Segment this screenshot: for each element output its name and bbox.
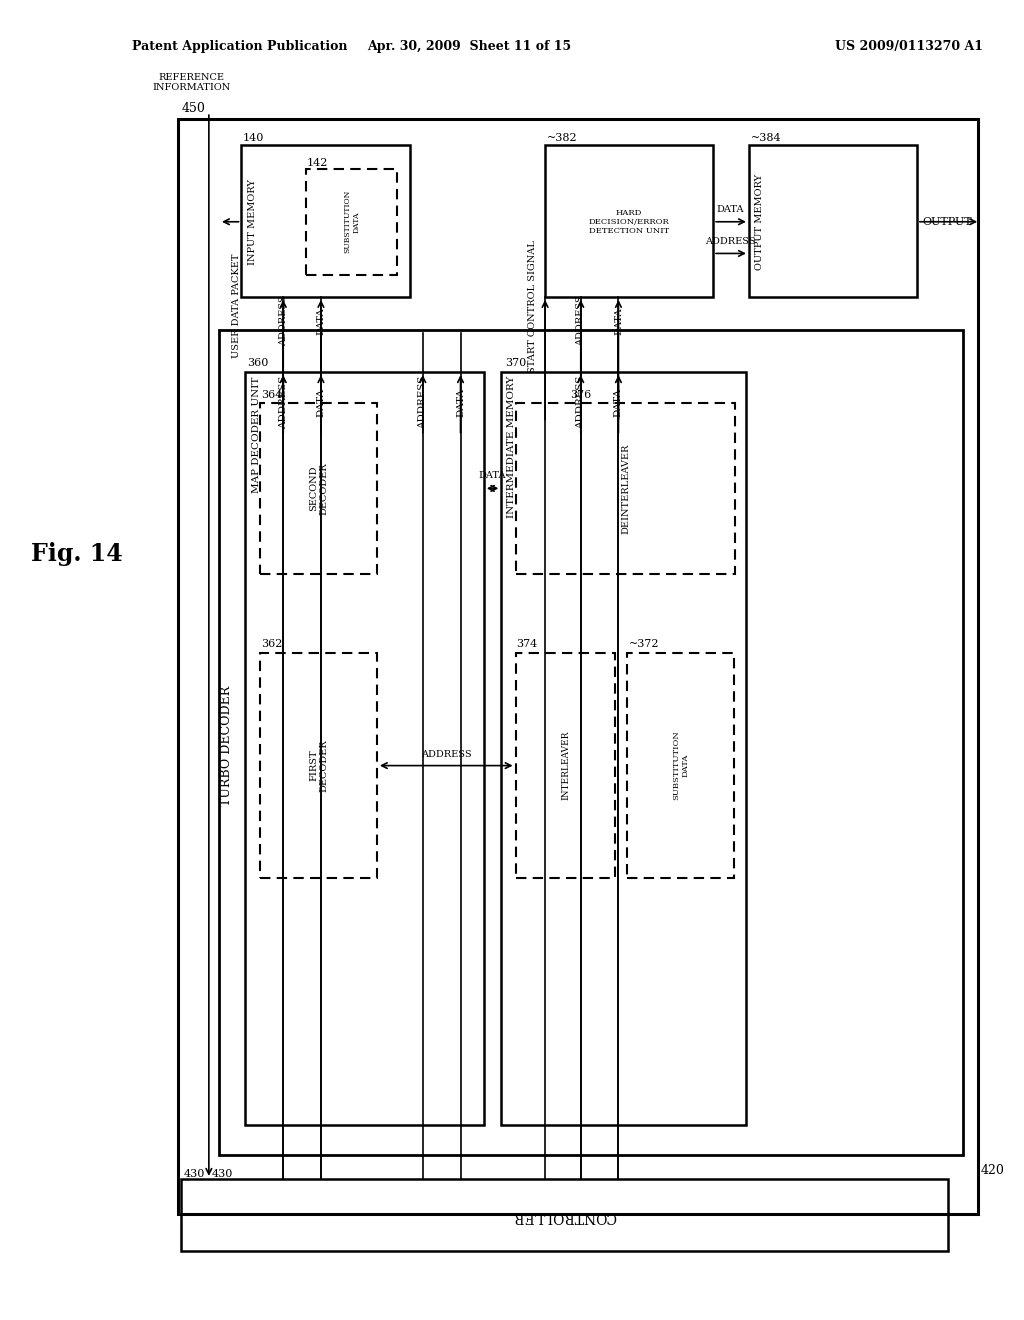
Text: ADDRESS: ADDRESS bbox=[421, 750, 472, 759]
Text: ADDRESS: ADDRESS bbox=[279, 296, 288, 346]
Text: DATA: DATA bbox=[316, 308, 326, 334]
Text: 420: 420 bbox=[980, 1164, 1004, 1177]
Text: 374: 374 bbox=[516, 639, 538, 649]
Bar bbox=[260, 403, 377, 574]
Text: 362: 362 bbox=[261, 639, 283, 649]
Text: ~384: ~384 bbox=[751, 132, 781, 143]
Text: Apr. 30, 2009  Sheet 11 of 15: Apr. 30, 2009 Sheet 11 of 15 bbox=[367, 40, 570, 53]
Text: ADDRESS: ADDRESS bbox=[706, 236, 756, 246]
Text: ~372: ~372 bbox=[629, 639, 659, 649]
Text: US 2009/0113270 A1: US 2009/0113270 A1 bbox=[836, 40, 983, 53]
Text: OUTPUT MEMORY: OUTPUT MEMORY bbox=[755, 174, 764, 269]
Text: DATA: DATA bbox=[316, 388, 326, 417]
Text: HARD
DECISION/ERROR
DETECTION UNIT: HARD DECISION/ERROR DETECTION UNIT bbox=[588, 209, 669, 235]
Text: 360: 360 bbox=[248, 358, 269, 368]
Bar bbox=[749, 145, 916, 297]
Text: 140: 140 bbox=[243, 132, 264, 143]
Bar bbox=[245, 372, 484, 1125]
Text: ~382: ~382 bbox=[547, 132, 578, 143]
Text: DATA: DATA bbox=[614, 308, 623, 334]
Text: DATA: DATA bbox=[614, 388, 623, 417]
Text: REFERENCE
INFORMATION: REFERENCE INFORMATION bbox=[153, 73, 230, 92]
Text: ADDRESS: ADDRESS bbox=[419, 376, 427, 429]
Text: TURBO DECODER: TURBO DECODER bbox=[220, 685, 232, 807]
Bar bbox=[545, 145, 713, 297]
Text: SUBSTITUTION
DATA: SUBSTITUTION DATA bbox=[343, 190, 360, 253]
Text: INTERMEDIATE MEMORY: INTERMEDIATE MEMORY bbox=[507, 376, 516, 519]
Text: ADDRESS: ADDRESS bbox=[577, 296, 586, 346]
Text: 376: 376 bbox=[570, 389, 592, 400]
Bar bbox=[219, 330, 963, 1155]
Text: DEINTERLEAVER: DEINTERLEAVER bbox=[622, 444, 630, 533]
Text: CONTROLLER: CONTROLLER bbox=[512, 1209, 616, 1222]
Text: MAP DECODER UNIT: MAP DECODER UNIT bbox=[252, 376, 261, 492]
Text: FIRST
DECODER: FIRST DECODER bbox=[309, 739, 329, 792]
Text: DATA: DATA bbox=[456, 388, 465, 417]
Text: 450: 450 bbox=[181, 102, 205, 115]
Text: OUTPUT: OUTPUT bbox=[922, 216, 972, 227]
Text: DATA: DATA bbox=[479, 471, 506, 480]
Text: INTERLEAVER: INTERLEAVER bbox=[561, 731, 570, 800]
Text: 142: 142 bbox=[306, 157, 328, 168]
Text: SECOND
DECODER: SECOND DECODER bbox=[309, 462, 329, 515]
Text: ADDRESS: ADDRESS bbox=[279, 376, 288, 429]
Text: 364: 364 bbox=[261, 389, 283, 400]
Text: USER DATA PACKET: USER DATA PACKET bbox=[232, 253, 242, 359]
Text: 430: 430 bbox=[212, 1168, 233, 1179]
Bar bbox=[515, 403, 734, 574]
Text: Patent Application Publication: Patent Application Publication bbox=[132, 40, 348, 53]
Bar bbox=[242, 145, 410, 297]
Bar bbox=[178, 119, 978, 1214]
Bar bbox=[305, 169, 397, 275]
Text: SUBSTITUTION
DATA: SUBSTITUTION DATA bbox=[672, 731, 689, 800]
Text: INPUT MEMORY: INPUT MEMORY bbox=[248, 178, 257, 265]
Text: 370: 370 bbox=[506, 358, 526, 368]
Text: 430: 430 bbox=[183, 1168, 205, 1179]
Text: Fig. 14: Fig. 14 bbox=[31, 543, 122, 566]
Bar bbox=[627, 653, 733, 878]
Text: ADDRESS: ADDRESS bbox=[577, 376, 586, 429]
Text: DATA: DATA bbox=[717, 205, 744, 214]
Bar bbox=[181, 1179, 947, 1251]
Bar bbox=[502, 372, 745, 1125]
Bar bbox=[515, 653, 615, 878]
Text: START CONTROL SIGNAL: START CONTROL SIGNAL bbox=[527, 240, 537, 372]
Bar bbox=[260, 653, 377, 878]
